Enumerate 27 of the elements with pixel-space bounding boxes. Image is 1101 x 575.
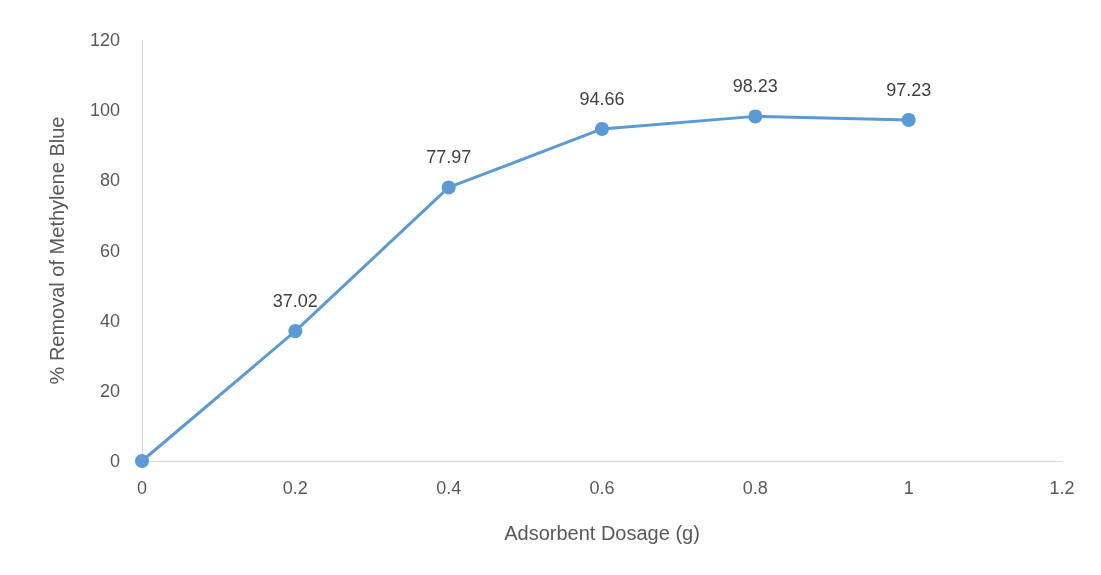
y-tick-label: 100 [89,100,120,121]
data-label: 37.02 [272,291,318,312]
point [595,121,609,136]
point [135,454,149,468]
point [901,112,916,127]
data-label: 98.23 [732,76,778,97]
x-tick-label: 0.6 [589,478,615,498]
x-tick-label: 0 [136,478,148,498]
y-tick-label: 60 [99,240,120,261]
data-label: 94.66 [579,88,625,109]
data-label: 97.23 [886,79,932,100]
x-tick-label: 1.2 [1049,478,1075,498]
x-axis-title: Adsorbent Dosage (g) [504,522,700,544]
x-tick-label: 0.4 [436,478,462,498]
x-tick-label: 0.8 [742,478,768,498]
y-tick-label: 20 [99,380,120,401]
y-axis-title: % Removal of Methylene Blue [46,116,68,385]
data-label: 77.97 [426,147,472,168]
point [288,324,303,339]
point [748,109,763,124]
x-tick-label: 0.2 [282,478,308,498]
y-tick-label: 120 [89,30,120,50]
y-tick-label: 0 [109,451,120,471]
y-tick-label: 80 [99,170,120,191]
point [441,180,456,195]
y-tick-label: 40 [99,310,120,331]
x-tick-label: 1 [903,478,914,498]
